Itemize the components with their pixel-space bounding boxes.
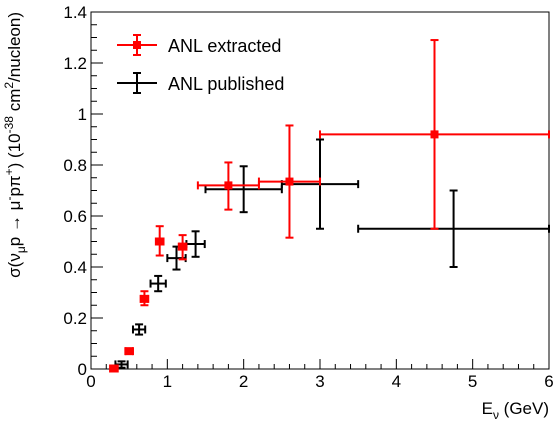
y-tick-label: 0 <box>78 360 87 379</box>
y-title-part: μ <box>14 246 28 253</box>
x-title-main: E <box>482 399 493 418</box>
data-point <box>177 234 188 261</box>
data-marker <box>109 364 118 373</box>
y-tick-label: 0.2 <box>63 309 87 328</box>
x-tick-label: 2 <box>239 372 248 391</box>
data-series <box>109 39 550 373</box>
data-point <box>109 364 119 373</box>
x-tick-label: 0 <box>86 372 95 391</box>
legend-label: ANL extracted <box>168 36 281 56</box>
y-tick-label: 1.4 <box>63 3 87 22</box>
x-title-sub: ν <box>493 408 499 422</box>
data-point <box>139 290 150 307</box>
y-tick-label: 0.4 <box>63 258 87 277</box>
y-title-part: - <box>2 197 16 201</box>
x-tick-label: 6 <box>544 372 553 391</box>
y-title-part: cm <box>5 89 24 116</box>
y-tick-label: 0.6 <box>63 207 87 226</box>
data-marker <box>224 181 233 190</box>
x-tick-label: 1 <box>163 372 172 391</box>
data-point <box>154 225 165 257</box>
data-marker <box>285 177 294 186</box>
series-anl-published <box>114 138 550 369</box>
y-tick-label: 0.8 <box>63 156 87 175</box>
x-tick-label: 5 <box>468 372 477 391</box>
y-title-part: + <box>2 168 16 175</box>
y-title-part: 2 <box>2 82 16 89</box>
x-title-rest: (GeV) <box>499 399 549 418</box>
x-axis-title: Eν (GeV) <box>482 399 549 422</box>
data-marker <box>140 294 149 303</box>
data-point <box>319 39 550 230</box>
y-title-part: σ(ν <box>5 253 24 278</box>
data-point <box>357 189 550 268</box>
data-point <box>124 347 134 356</box>
data-marker <box>125 347 134 356</box>
data-point <box>257 124 321 239</box>
y-axis-title: σ(νμp → μ-pπ+) (10-38 cm2/nucleon) <box>2 12 28 278</box>
series-anl-extracted <box>109 39 550 373</box>
legend: ANL extracted ANL published <box>117 34 284 94</box>
y-title-part: pπ <box>5 175 24 196</box>
data-point <box>204 165 283 214</box>
y-title-part: ) (10 <box>5 133 24 168</box>
data-marker <box>178 242 187 251</box>
data-point <box>131 323 147 336</box>
y-tick-label: 1 <box>78 105 87 124</box>
y-axis-ticks: 0 0.2 0.4 0.6 0.8 1 1.2 1.4 <box>63 3 103 379</box>
y-title-part: p → μ <box>5 201 24 247</box>
legend-marker <box>133 41 141 49</box>
legend-item: ANL extracted <box>117 34 281 56</box>
legend-label: ANL published <box>168 74 284 94</box>
y-tick-label: 1.2 <box>63 54 87 73</box>
x-axis-ticks: 0 1 2 3 4 5 6 <box>86 359 554 391</box>
y-title-part: /nucleon) <box>5 12 24 82</box>
data-point <box>149 274 167 293</box>
data-marker <box>155 237 164 246</box>
y-title-part: -38 <box>2 116 16 134</box>
data-marker <box>430 130 439 139</box>
legend-item: ANL published <box>117 72 284 94</box>
x-tick-label: 3 <box>315 372 324 391</box>
x-tick-label: 4 <box>392 372 401 391</box>
